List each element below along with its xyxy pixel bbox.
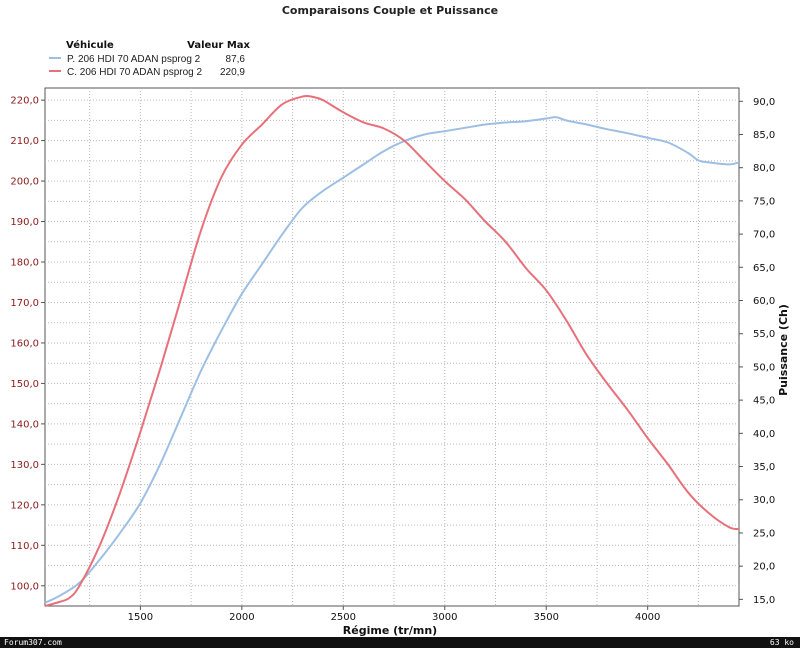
x-axis: 1500 2000 2500 3000 3500 4000 <box>128 606 660 623</box>
y-right-tick-label: 45,0 <box>753 396 775 407</box>
y-left-tick-label: 110,0 <box>10 541 39 552</box>
y-right-tick-label: 75,0 <box>753 196 775 207</box>
y-right-tick-label: 85,0 <box>753 130 775 141</box>
x-tick-label: 4000 <box>635 612 660 623</box>
y-right-tick-label: 15,0 <box>753 595 775 606</box>
y-axis-right: 15,0 20,0 25,0 30,0 35,0 40,0 45,0 50,0 55,0 60,0… <box>739 97 775 606</box>
y-right-tick-label: 25,0 <box>753 528 775 539</box>
y-left-tick-label: 220,0 <box>10 96 39 107</box>
y-right-tick-label: 30,0 <box>753 495 775 506</box>
y-right-tick-label: 35,0 <box>753 462 775 473</box>
y-left-tick-label: 190,0 <box>10 217 39 228</box>
legend-max-torque: 220,9 <box>220 67 245 78</box>
y-right-tick-label: 20,0 <box>753 562 775 573</box>
y-left-tick-label: 200,0 <box>10 177 39 188</box>
x-tick-label: 3000 <box>432 612 457 623</box>
series-line-torque <box>44 94 740 607</box>
grid <box>45 88 739 606</box>
y-right-tick-label: 65,0 <box>753 263 775 274</box>
y-left-tick-label: 140,0 <box>10 419 39 430</box>
y-left-tick-label: 130,0 <box>10 460 39 471</box>
legend-header-vehicle: Véhicule <box>66 39 114 51</box>
y-axis-left: 100,0 110,0 120,0 130,0 140,0 150,0 160,0 170,0… <box>10 96 45 592</box>
series-group <box>44 94 740 607</box>
y-right-tick-label: 80,0 <box>753 163 775 174</box>
y-right-tick-label: 70,0 <box>753 230 775 241</box>
footer-site: Forum307.com <box>4 638 62 647</box>
y-left-tick-label: 170,0 <box>10 298 39 309</box>
x-tick-label: 3500 <box>533 612 558 623</box>
series-line-power <box>44 116 740 604</box>
legend-entry-power: P. 206 HDI 70 ADAN psprog 2 <box>67 54 201 65</box>
chart-title: Comparaisons Couple et Puissance <box>282 4 498 17</box>
y-right-tick-label: 55,0 <box>753 329 775 340</box>
y-left-tick-label: 100,0 <box>10 581 39 592</box>
x-tick-label: 2500 <box>331 612 356 623</box>
legend: Véhicule Valeur Max P. 206 HDI 70 ADAN p… <box>49 39 251 78</box>
y-right-tick-label: 60,0 <box>753 296 775 307</box>
legend-header-max: Valeur Max <box>187 40 250 51</box>
y-left-tick-label: 120,0 <box>10 500 39 511</box>
y-right-tick-label: 40,0 <box>753 429 775 440</box>
y-left-tick-label: 210,0 <box>10 136 39 147</box>
plot-area <box>44 87 740 607</box>
y-right-tick-label: 90,0 <box>753 97 775 108</box>
footer-bar: Forum307.com 63 ko <box>0 637 800 648</box>
x-axis-label: Régime (tr/mn) <box>343 624 437 637</box>
footer-size: 63 ko <box>769 638 794 647</box>
x-tick-label: 1500 <box>128 612 153 623</box>
y-right-tick-label: 50,0 <box>753 362 775 373</box>
y-left-tick-label: 160,0 <box>10 338 39 349</box>
y-axis-right-label: Puissance (Ch) <box>777 304 790 396</box>
legend-entry-torque: C. 206 HDI 70 ADAN psprog 2 <box>67 67 203 78</box>
legend-max-power: 87,6 <box>226 54 246 65</box>
y-left-tick-label: 180,0 <box>10 258 39 269</box>
x-tick-label: 2000 <box>229 612 254 623</box>
y-left-tick-label: 150,0 <box>10 379 39 390</box>
